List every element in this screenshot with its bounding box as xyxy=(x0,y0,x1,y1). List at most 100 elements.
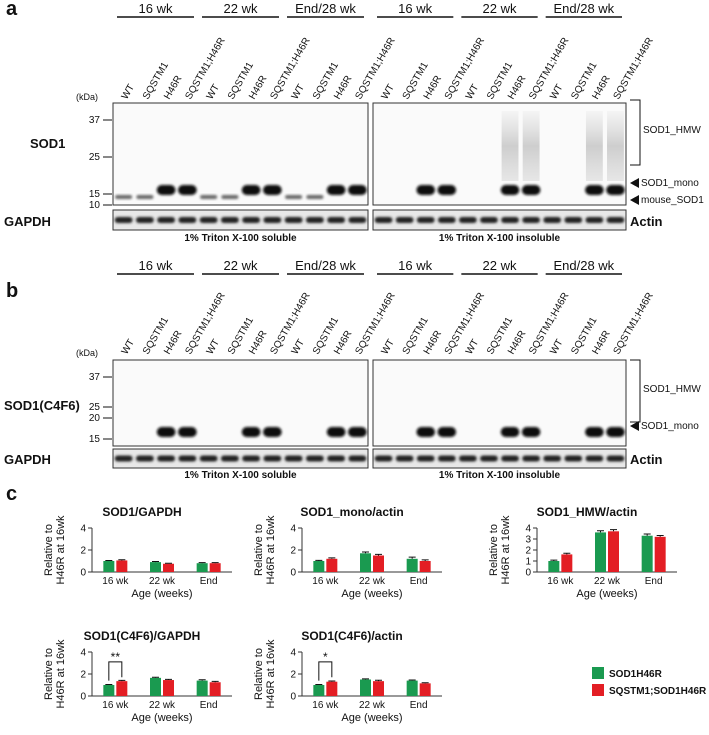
loading-band xyxy=(263,217,282,223)
hmw-smear xyxy=(585,111,603,181)
y-tick-label: 2 xyxy=(290,546,296,557)
error-bar xyxy=(408,556,416,559)
loading-band xyxy=(348,455,367,462)
loading-label-right: Actin xyxy=(630,452,663,467)
lane-label: H46R xyxy=(162,329,184,357)
x-tick-label: End xyxy=(410,576,428,587)
lane-label: H46R xyxy=(506,329,528,357)
y-axis-label: H46R at 16wk xyxy=(55,639,67,709)
protein-label: SOD1(C4F6) xyxy=(4,398,80,413)
marker-label: 25 xyxy=(89,152,101,163)
bar xyxy=(360,679,371,696)
sod1-band xyxy=(241,427,261,437)
lane-label: H46R xyxy=(590,74,612,102)
fraction-label: 1% Triton X-100 soluble xyxy=(184,470,297,481)
x-tick-label: 22 wk xyxy=(359,700,386,711)
error-bar xyxy=(550,559,558,561)
loading-band xyxy=(395,455,414,462)
loading-band xyxy=(199,455,218,462)
legend-label: SQSTM1;SOD1H46R xyxy=(609,686,707,697)
x-tick-label: End xyxy=(200,700,218,711)
y-tick-label: 4 xyxy=(80,524,86,535)
fraction-label: 1% Triton X-100 insoluble xyxy=(439,470,561,481)
band-label: SOD1_mono xyxy=(641,421,699,432)
error-bar xyxy=(328,680,336,682)
hmw-bracket xyxy=(630,359,641,423)
sod1-band xyxy=(606,185,625,195)
y-tick-label: 4 xyxy=(525,524,531,535)
bar xyxy=(313,561,325,572)
sod1-band xyxy=(178,427,197,437)
panel-label: b xyxy=(6,280,18,302)
lane-label: SQSTM1;H46R xyxy=(443,291,487,357)
chart-title: SOD1/GAPDH xyxy=(102,505,181,519)
bar xyxy=(103,685,115,696)
sod1-band xyxy=(606,427,625,437)
y-tick-label: 4 xyxy=(290,524,296,535)
x-tick-label: 16 wk xyxy=(312,700,339,711)
error-bar xyxy=(152,676,159,678)
group-label: 16 wk xyxy=(139,1,173,16)
y-tick-label: 1 xyxy=(525,557,531,568)
sod1-band xyxy=(585,427,604,437)
error-bar xyxy=(408,679,416,681)
loading-band xyxy=(501,455,519,462)
loading-band xyxy=(480,217,498,223)
bar xyxy=(150,677,161,696)
arrowhead xyxy=(630,195,639,205)
bar xyxy=(419,561,431,572)
bar xyxy=(419,683,431,696)
mouse-band xyxy=(136,195,154,199)
y-axis-label: Relative to xyxy=(253,524,265,576)
loading-band xyxy=(395,217,414,223)
group-label: 16 wk xyxy=(398,1,432,16)
group-label: End/28 wk xyxy=(295,1,356,16)
bar xyxy=(196,563,208,572)
y-tick-label: 2 xyxy=(525,546,531,557)
bar xyxy=(326,681,338,696)
error-bar xyxy=(315,559,323,561)
error-bar xyxy=(421,682,429,684)
protein-label: SOD1 xyxy=(30,136,65,151)
lane-label: SQSTM1;H46R xyxy=(183,291,227,357)
y-tick-label: 2 xyxy=(80,546,86,557)
loading-band xyxy=(480,455,498,462)
sod1-band xyxy=(348,427,367,437)
x-tick-label: 16 wk xyxy=(102,700,129,711)
bar xyxy=(163,563,174,572)
band-label: mouse_SOD1 xyxy=(641,195,704,206)
legend-swatch xyxy=(592,684,604,696)
lane-label: H46R xyxy=(162,74,184,102)
loading-band xyxy=(178,455,197,462)
loading-band xyxy=(157,455,176,462)
bar xyxy=(116,560,128,572)
fraction-label: 1% Triton X-100 insoluble xyxy=(439,233,561,244)
y-axis-label: Relative to xyxy=(43,524,55,576)
loading-strip xyxy=(112,448,369,469)
lane-label: SQSTM1;H46R xyxy=(268,36,312,102)
error-bar xyxy=(610,529,617,532)
x-axis-label: Age (weeks) xyxy=(131,588,192,600)
marker-label: 15 xyxy=(89,434,101,445)
loading-band xyxy=(348,217,367,223)
band-label: SOD1_HMW xyxy=(643,384,701,395)
panel-label: c xyxy=(6,483,17,505)
sod1-band xyxy=(437,185,457,195)
blot-box xyxy=(372,359,627,447)
sod1-band xyxy=(156,427,176,437)
lane-label: WT xyxy=(205,338,222,357)
loading-band xyxy=(543,455,562,462)
sod1-band xyxy=(521,427,541,437)
loading-band xyxy=(242,455,261,462)
x-tick-label: End xyxy=(200,576,218,587)
legend-label: SOD1H46R xyxy=(609,669,663,680)
lane-label: H46R xyxy=(247,74,269,102)
x-tick-label: 22 wk xyxy=(149,576,176,587)
bar xyxy=(608,531,619,572)
y-tick-label: 0 xyxy=(80,568,86,579)
loading-band xyxy=(437,217,456,223)
loading-band xyxy=(437,455,456,462)
bar xyxy=(641,535,653,572)
x-tick-label: End xyxy=(410,700,428,711)
mouse-band xyxy=(200,195,218,199)
